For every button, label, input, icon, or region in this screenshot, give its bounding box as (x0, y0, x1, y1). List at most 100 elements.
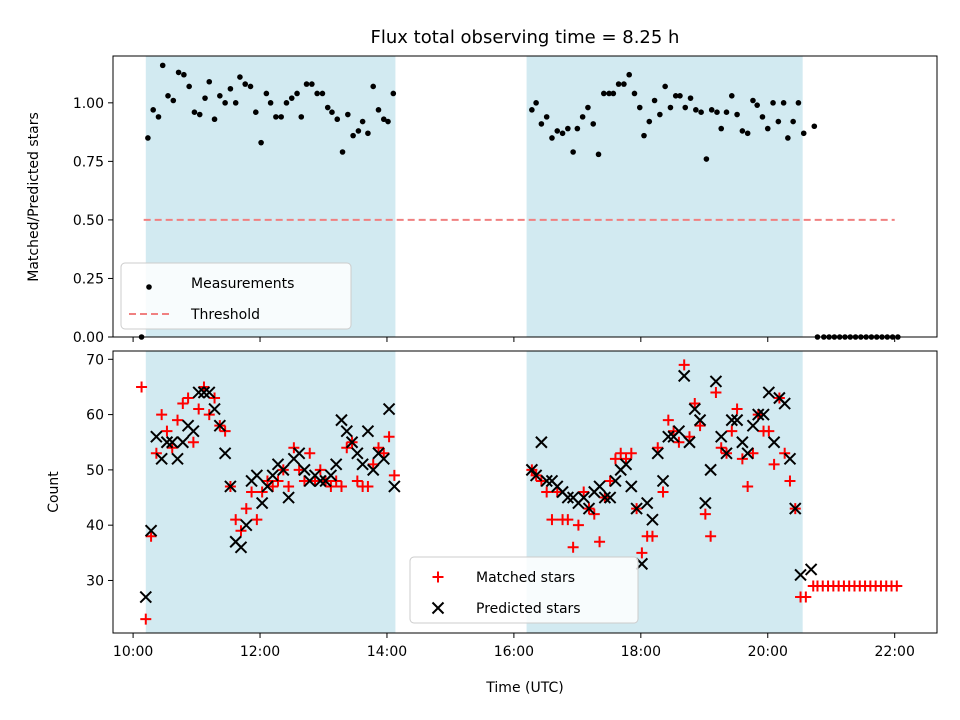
measurement-point (211, 116, 218, 123)
measurement-point (186, 83, 192, 90)
predicted-stars-point (324, 469, 338, 482)
y-tick-label: 60 (86, 408, 104, 424)
predicted-stars-point (704, 463, 717, 477)
matched-stars-point (689, 398, 701, 410)
measurement-point (359, 118, 366, 125)
matched-stars-point (351, 475, 363, 487)
predicted-stars-point (725, 413, 739, 427)
matched-stars-point (383, 431, 395, 443)
matched-stars-point (657, 486, 669, 498)
measurement-point (728, 93, 735, 99)
y-tick-label: 0.25 (73, 271, 104, 287)
matched-stars-point (136, 381, 148, 393)
measurement-point (734, 111, 740, 118)
predicted-stars-point (656, 474, 670, 488)
predicted-stars-point (240, 518, 253, 532)
predicted-stars-point (720, 447, 733, 460)
x-tick-label: 14:00 (367, 644, 407, 660)
measurement-point (590, 121, 597, 127)
legend: Measurements Threshold (120, 262, 352, 330)
matched-stars-point (156, 409, 168, 421)
measurement-point (390, 90, 397, 97)
matched-stars-point (572, 519, 584, 531)
predicted-stars-point (651, 447, 664, 460)
legend-marker (146, 284, 152, 290)
measurement-point (739, 128, 746, 134)
measurement-point (764, 125, 771, 132)
count-panel: 30 40 50 60 70 10:00 12:00 14:00 16:00 18:00 20:00… (86, 350, 938, 660)
measurement-point (170, 97, 177, 104)
predicted-stars-point (139, 590, 152, 604)
measurement-point (263, 90, 270, 97)
predicted-stars-point (752, 408, 765, 421)
measurement-point (549, 135, 555, 141)
measurement-point (267, 100, 274, 106)
measurement-point (350, 132, 356, 139)
measurement-point (780, 100, 787, 106)
y-tick-label: 40 (86, 518, 104, 534)
measurement-point (795, 100, 802, 106)
predicted-stars-point (166, 436, 179, 449)
matched-stars-point (594, 536, 606, 548)
predicted-stars-point (361, 424, 375, 438)
measurement-point (698, 109, 704, 115)
legend-label: Measurements (191, 276, 294, 292)
matched-stars-point (662, 414, 674, 426)
predicted-stars-point (224, 480, 237, 493)
matched-stars-point (182, 392, 194, 404)
matched-stars-point (362, 480, 374, 492)
predicted-stars-point (529, 469, 543, 482)
predicted-stars-point (192, 386, 205, 399)
measurement-point (601, 90, 607, 97)
predicted-stars-point (598, 491, 612, 504)
legend-box (120, 262, 352, 330)
y-tick-label: 0.00 (73, 330, 104, 346)
measurement-point (273, 114, 279, 120)
matched-stars-point (283, 480, 295, 492)
matched-stars-point (172, 414, 184, 426)
measurement-point (232, 100, 239, 106)
matched-stars-point (784, 475, 796, 487)
predicted-stars-point (715, 430, 728, 443)
measurement-point (621, 81, 627, 87)
measurement-point (723, 109, 730, 115)
measurement-point (672, 93, 679, 99)
predicted-stars-point (804, 563, 818, 576)
matched-stars-point (309, 475, 321, 487)
measurement-point (196, 111, 203, 118)
measurement-point (641, 132, 647, 139)
matched-stars-point (731, 403, 743, 415)
predicted-stars-point (144, 524, 158, 537)
top-y-axis-title: Matched/Predicted stars (26, 112, 42, 282)
measurement-point (811, 123, 818, 130)
predicted-stars-point (789, 502, 802, 515)
measurement-point (744, 130, 751, 137)
predicted-stars-point (741, 447, 754, 460)
predicted-stars-point (540, 474, 553, 488)
bottom-y-axis-title: Count (46, 471, 62, 513)
predicted-stars-point (314, 474, 327, 488)
predicted-stars-point (688, 402, 701, 416)
matched-stars-point (694, 420, 706, 432)
measurement-point (615, 81, 622, 87)
measurement-point (543, 114, 550, 120)
measurement-point (646, 118, 653, 125)
matched-stars-point (367, 458, 379, 470)
measurement-point (365, 130, 371, 137)
y-tick-label: 1.00 (73, 96, 104, 112)
measurement-point (533, 100, 539, 106)
matched-stars-point (372, 442, 384, 454)
predicted-stars-point (250, 469, 264, 482)
predicted-stars-point (603, 491, 617, 504)
matched-stars-point (378, 447, 390, 459)
predicted-stars-point (582, 502, 596, 515)
x-tick-label: 16:00 (494, 644, 534, 660)
matched-stars-point (609, 453, 621, 465)
legend-label: Threshold (190, 307, 260, 323)
measurement-point (610, 90, 617, 97)
measurement-point (657, 111, 663, 118)
matched-stars-point (620, 453, 632, 465)
measurement-point (227, 85, 234, 92)
measurement-point (329, 109, 335, 115)
